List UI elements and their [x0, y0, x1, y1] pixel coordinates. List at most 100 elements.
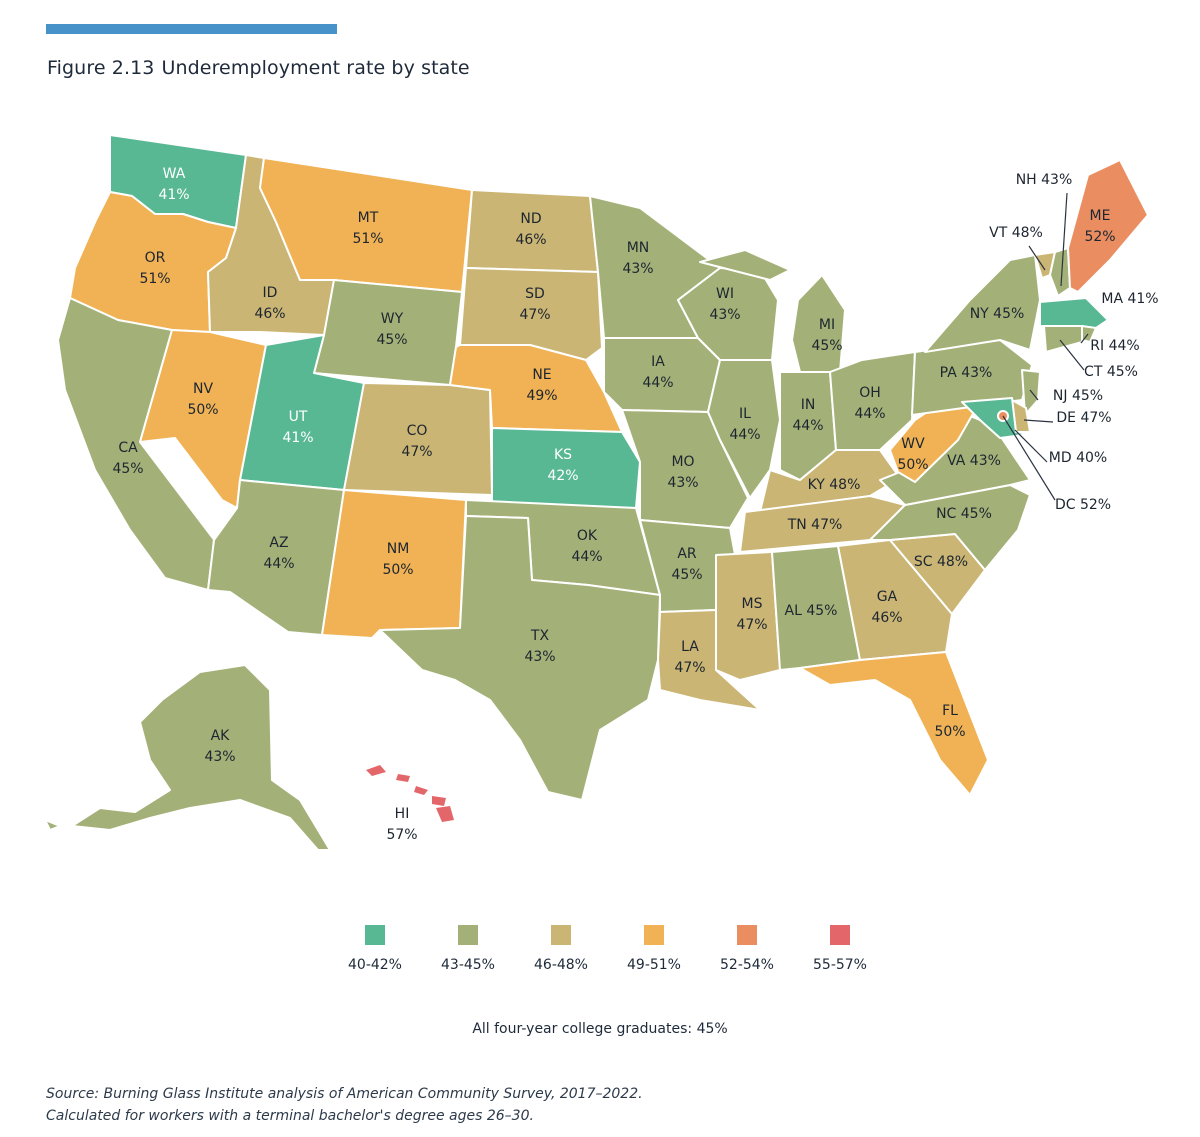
state-label-ne: NE 49%: [526, 367, 557, 404]
state-label-mi: MI 45%: [811, 317, 842, 354]
legend-item: 49-51%: [609, 925, 699, 973]
state-value: 47%: [519, 307, 550, 323]
state-label-oh: OH 44%: [854, 385, 885, 422]
state-abbr: IL: [739, 406, 751, 422]
state-label-vt: VT 48%: [989, 225, 1043, 241]
state-label-wy: WY 45%: [376, 311, 407, 348]
accent-bar: [46, 24, 337, 34]
legend-range: 52-54%: [720, 957, 774, 973]
state-label-al: AL 45%: [785, 603, 838, 619]
state-abbr: LA: [681, 639, 699, 655]
state-abbr: OH: [859, 385, 881, 401]
state-label-ct: CT 45%: [1084, 364, 1138, 380]
state-abbr: UT: [289, 409, 308, 425]
state-value: 47%: [674, 660, 705, 676]
state-label-va: VA 43%: [947, 453, 1001, 469]
state-abbr: MN: [627, 240, 650, 256]
state-label-hi: HI 57%: [386, 806, 417, 843]
state-label-ia: IA 44%: [642, 354, 673, 391]
state-label-ut: UT 41%: [282, 409, 313, 446]
state-co: [343, 382, 493, 496]
legend-range: 43-45%: [441, 957, 495, 973]
state-hi: [366, 765, 454, 822]
state-wv: [889, 399, 979, 483]
state-value: 50%: [897, 457, 928, 473]
state-label-sc: SC 48%: [914, 554, 968, 570]
state-abbr: CO: [407, 423, 428, 439]
state-label-nj: NJ 45%: [1053, 388, 1103, 404]
state-value: 44%: [263, 556, 294, 572]
legend-range: 55-57%: [813, 957, 867, 973]
state-ks: [491, 427, 641, 509]
state-abbr: WV: [901, 436, 925, 452]
state-label-ma: MA 41%: [1101, 291, 1158, 307]
state-value: 43%: [709, 307, 740, 323]
state-nh: [1049, 247, 1071, 297]
state-label-ri: RI 44%: [1090, 338, 1139, 354]
figure-number: Figure 2.13: [47, 57, 155, 79]
state-abbr: ID: [263, 285, 278, 301]
legend-item: 52-54%: [702, 925, 792, 973]
legend-swatch: [551, 925, 571, 945]
state-value: 44%: [854, 406, 885, 422]
state-label-ar: AR 45%: [671, 546, 702, 583]
state-value: 57%: [386, 827, 417, 843]
state-value: 51%: [139, 271, 170, 287]
state-value: 52%: [1084, 229, 1115, 245]
state-label-mt: MT 51%: [352, 210, 383, 247]
legend-swatch: [830, 925, 850, 945]
state-label-ca: CA 45%: [112, 440, 143, 477]
state-label-wi: WI 43%: [709, 286, 740, 323]
state-abbr: IN: [801, 397, 816, 413]
state-label-la: LA 47%: [674, 639, 705, 676]
state-value: 51%: [352, 231, 383, 247]
state-label-fl: FL 50%: [934, 703, 965, 740]
state-abbr: NM: [387, 541, 410, 557]
state-label-wv: WV 50%: [897, 436, 928, 473]
state-label-id: ID 46%: [254, 285, 285, 322]
state-label-ny: NY 45%: [970, 306, 1025, 322]
state-value: 46%: [254, 306, 285, 322]
state-abbr: FL: [942, 703, 958, 719]
state-label-ky: KY 48%: [808, 477, 861, 493]
state-abbr: AZ: [269, 535, 288, 551]
legend: 40-42% 43-45% 46-48% 49-51% 52-54% 55-57…: [330, 925, 890, 975]
source-note: Source: Burning Glass Institute analysis…: [46, 1083, 643, 1127]
state-ma: [1039, 297, 1109, 329]
leader-line-dc: [1002, 415, 1056, 501]
state-value: 45%: [112, 461, 143, 477]
state-nd: [465, 189, 599, 273]
state-label-md: MD 40%: [1049, 450, 1107, 466]
state-label-nc: NC 45%: [936, 506, 992, 522]
state-abbr: WA: [163, 166, 186, 182]
state-abbr: SD: [525, 286, 545, 302]
state-abbr: OK: [577, 528, 598, 544]
state-labels: WA 41% OR 51% CA 45% ID 46% NV 50% MT 51% WY 45% UT 41%…: [112, 166, 1158, 843]
legend-item: 43-45%: [423, 925, 513, 973]
state-value: 49%: [526, 388, 557, 404]
state-abbr: MI: [819, 317, 835, 333]
state-label-az: AZ 44%: [263, 535, 294, 572]
state-label-ks: KS 42%: [547, 447, 578, 484]
state-value: 43%: [622, 261, 653, 277]
state-abbr: ME: [1090, 208, 1111, 224]
state-md: [961, 397, 1031, 439]
state-ct: [1043, 325, 1083, 353]
state-label-nm: NM 50%: [382, 541, 413, 578]
leader-line-ct: [1059, 339, 1085, 371]
leader-line-ri: [1080, 333, 1089, 344]
state-label-de: DE 47%: [1056, 410, 1111, 426]
state-fl: [799, 651, 989, 796]
figure-title: Figure 2.13 Underemployment rate by state: [47, 57, 470, 79]
legend-swatch: [458, 925, 478, 945]
state-label-sd: SD 47%: [519, 286, 550, 323]
state-value: 46%: [871, 610, 902, 626]
state-value: 47%: [401, 444, 432, 460]
state-abbr: HI: [395, 806, 410, 822]
state-ny: [924, 254, 1041, 353]
state-label-wa: WA 41%: [158, 166, 189, 203]
state-label-tn: TN 47%: [787, 517, 843, 533]
state-abbr: WI: [716, 286, 734, 302]
leader-line-nj: [1029, 389, 1039, 401]
state-value: 41%: [158, 187, 189, 203]
